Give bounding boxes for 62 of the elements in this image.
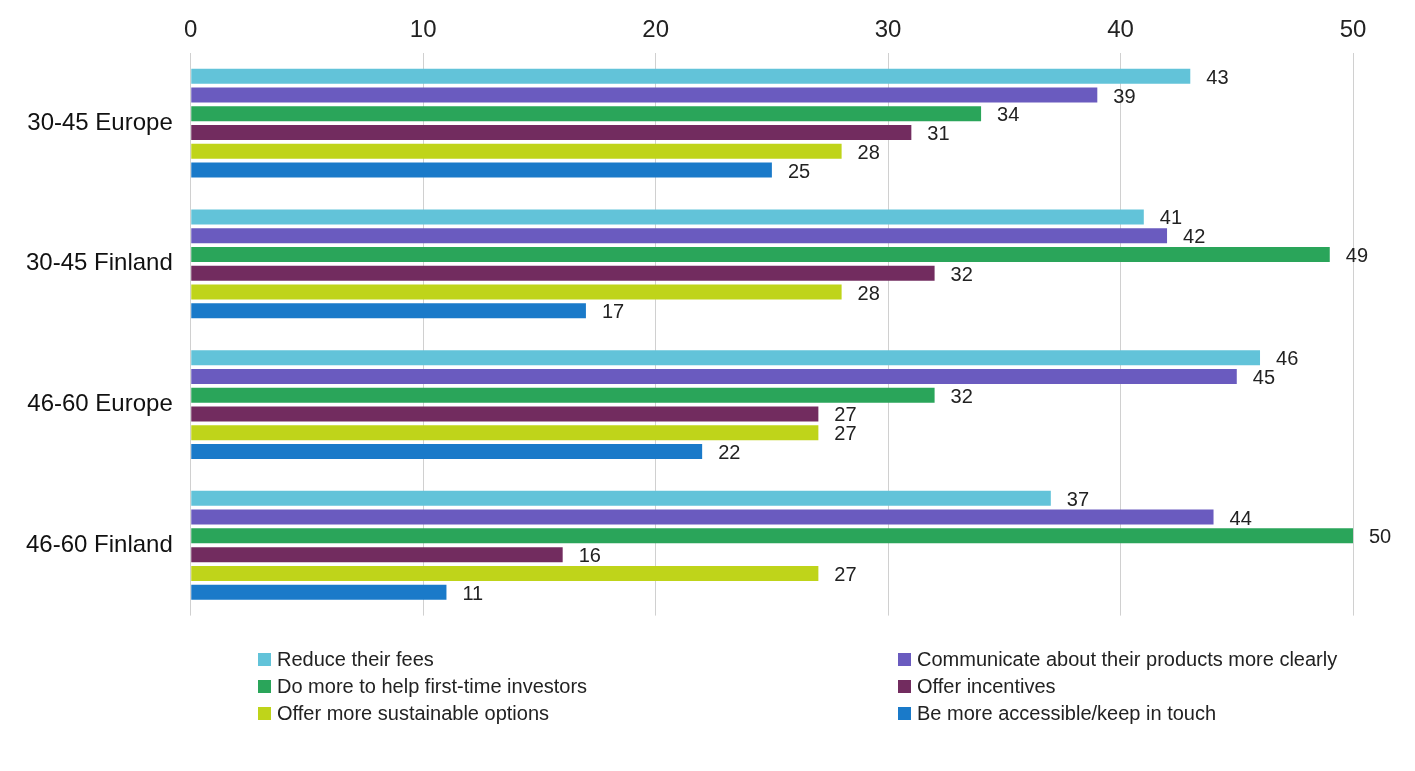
data-label: 43 bbox=[1206, 65, 1229, 88]
x-tick-label: 0 bbox=[184, 15, 198, 43]
bar bbox=[191, 106, 982, 122]
bar bbox=[191, 584, 447, 600]
bar bbox=[191, 246, 1330, 262]
bar bbox=[191, 228, 1168, 244]
x-tick-label: 30 bbox=[874, 15, 902, 43]
bar bbox=[191, 509, 1214, 525]
data-label: 28 bbox=[857, 281, 880, 304]
x-tick-label: 20 bbox=[642, 15, 670, 43]
data-label: 31 bbox=[927, 122, 950, 145]
bar bbox=[191, 265, 935, 281]
data-label: 45 bbox=[1252, 365, 1276, 388]
data-label: 41 bbox=[1159, 206, 1183, 229]
legend-label: Communicate about their products more clearly bbox=[917, 648, 1338, 671]
legend-label: Reduce their fees bbox=[277, 648, 434, 671]
bar bbox=[191, 490, 1051, 506]
bar bbox=[191, 406, 819, 422]
y-tick-label: 46-60 Europe bbox=[27, 389, 173, 417]
data-label: 37 bbox=[1066, 487, 1090, 510]
legend-label: Be more accessible/keep in touch bbox=[917, 702, 1217, 725]
x-tick-label: 50 bbox=[1339, 15, 1367, 43]
data-label: 42 bbox=[1183, 225, 1206, 248]
x-tick-label: 40 bbox=[1107, 15, 1134, 43]
bar bbox=[191, 125, 912, 141]
data-label: 49 bbox=[1345, 243, 1369, 266]
legend-label: Offer incentives bbox=[917, 675, 1056, 698]
bar bbox=[191, 387, 935, 403]
legend-label: Do more to help first-time investors bbox=[277, 675, 588, 698]
bar bbox=[191, 443, 703, 459]
data-label: 34 bbox=[997, 103, 1020, 126]
bar bbox=[191, 209, 1144, 225]
bar bbox=[191, 368, 1237, 384]
bar bbox=[191, 87, 1098, 103]
data-label: 22 bbox=[718, 440, 741, 463]
bar bbox=[191, 162, 772, 178]
bar bbox=[191, 303, 586, 319]
data-label: 50 bbox=[1369, 525, 1392, 548]
data-label: 25 bbox=[787, 159, 811, 182]
y-tick-label: 30-45 Europe bbox=[27, 107, 173, 135]
bar bbox=[191, 68, 1191, 84]
data-label: 16 bbox=[578, 544, 601, 567]
bar bbox=[191, 528, 1353, 544]
data-label: 32 bbox=[950, 262, 973, 285]
bar bbox=[191, 284, 842, 300]
bar bbox=[191, 425, 819, 441]
y-tick-label: 46-60 Finland bbox=[26, 529, 173, 557]
data-label: 46 bbox=[1276, 347, 1299, 370]
data-label: 27 bbox=[834, 562, 857, 585]
bar bbox=[191, 143, 842, 159]
data-label: 17 bbox=[601, 300, 625, 323]
data-label: 11 bbox=[462, 581, 484, 604]
x-tick-label: 10 bbox=[409, 15, 437, 43]
data-label: 32 bbox=[950, 384, 973, 407]
bar bbox=[191, 565, 819, 581]
data-label: 39 bbox=[1113, 84, 1136, 107]
y-tick-label: 30-45 Finland bbox=[26, 248, 173, 276]
bar bbox=[191, 350, 1261, 366]
bar bbox=[191, 547, 563, 563]
data-label: 44 bbox=[1229, 506, 1252, 529]
data-label: 28 bbox=[857, 140, 880, 163]
legend-label: Offer more sustainable options bbox=[277, 702, 550, 725]
